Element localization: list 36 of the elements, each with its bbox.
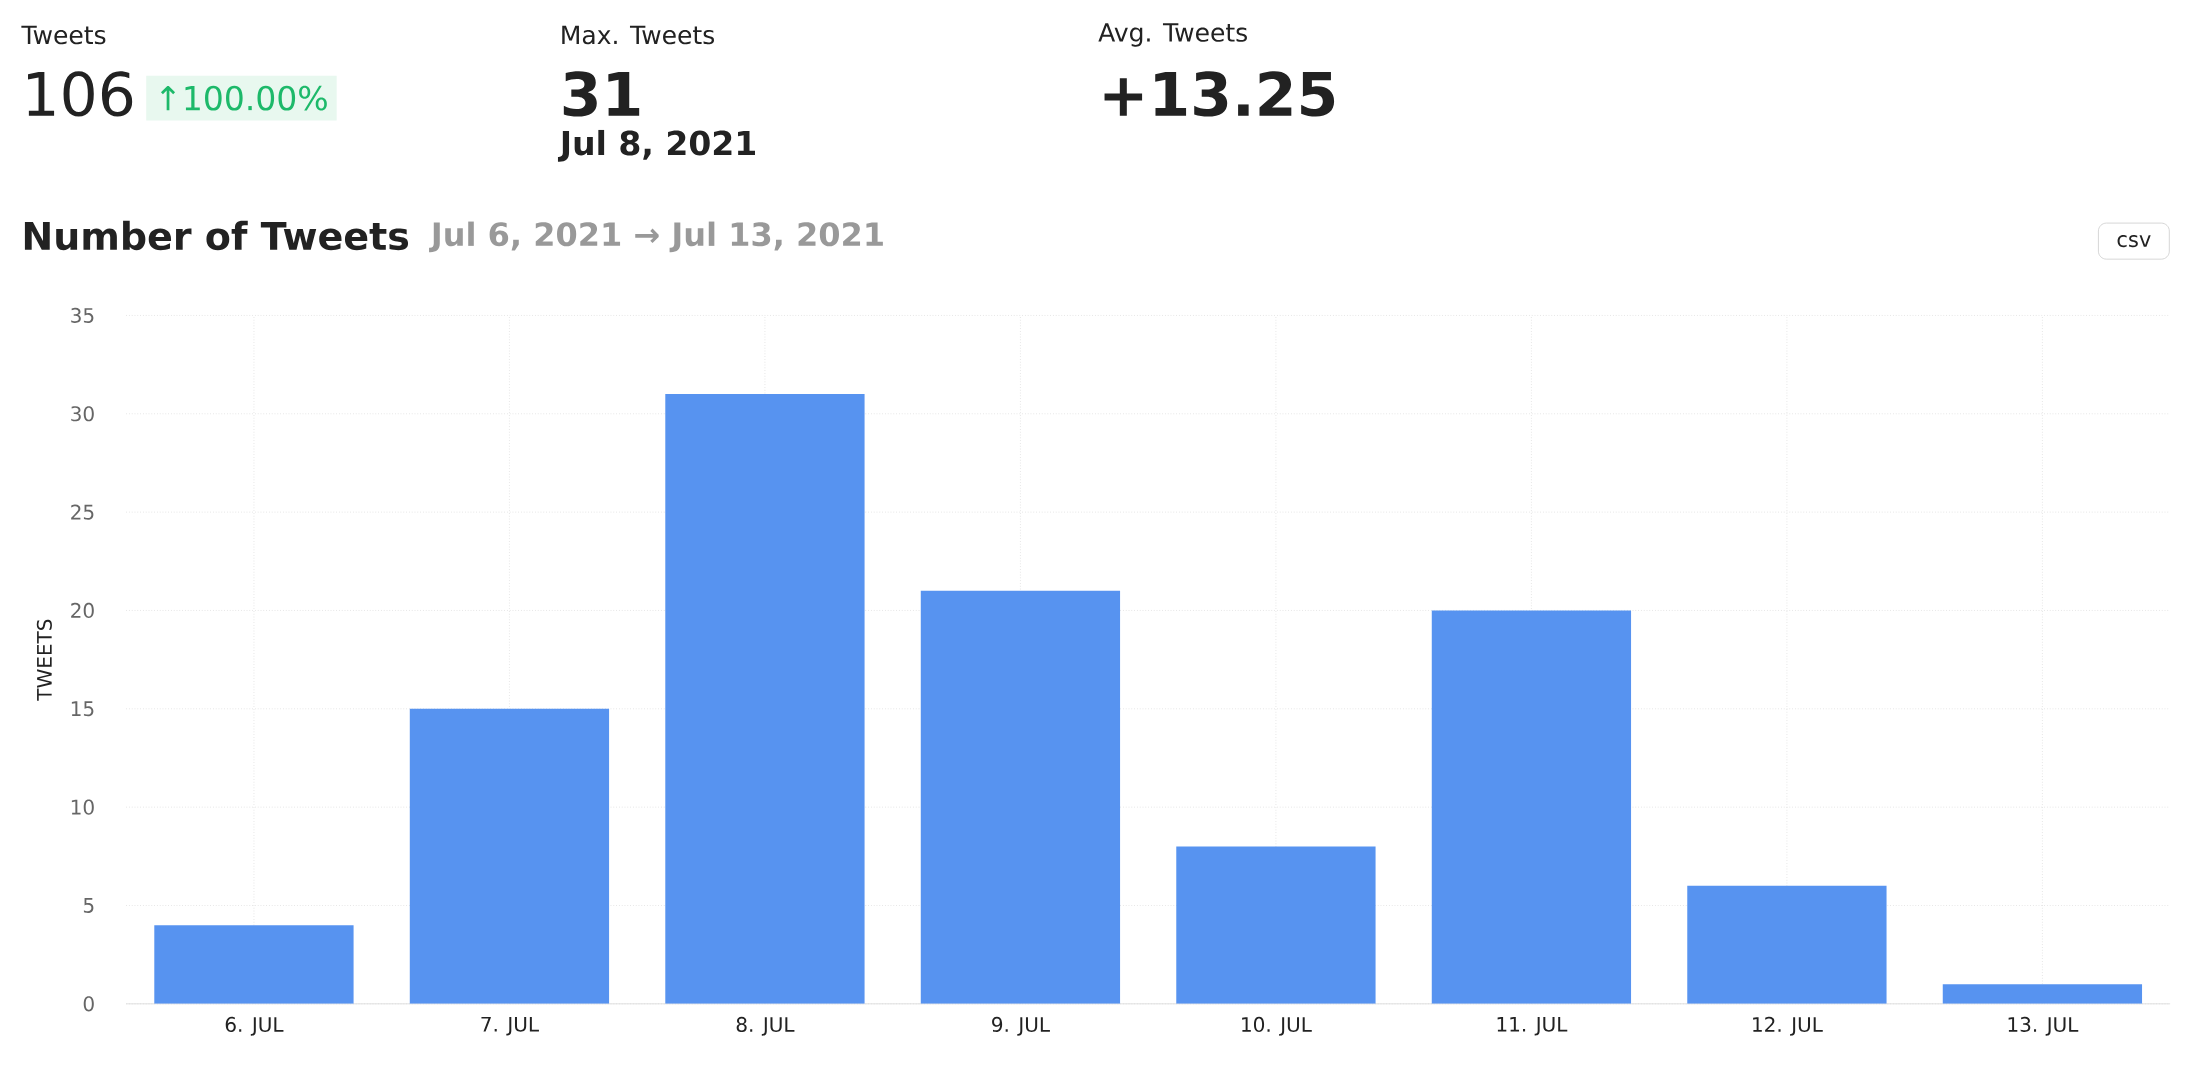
- y-axis-title: TWEETS: [36, 619, 52, 701]
- y-tick-label: 30: [71, 406, 94, 422]
- chart-subtitle: Jul 6, 2021 → Jul 13, 2021: [429, 221, 883, 253]
- y-tick-label: 0: [83, 996, 94, 1012]
- y-tick-label: 5: [83, 898, 94, 913]
- y-tick-label: 25: [71, 504, 94, 520]
- x-tick-label: 10. JUL: [1242, 1016, 1312, 1036]
- y-tick-label: 35: [71, 307, 94, 323]
- x-tick-label: 12. JUL: [1753, 1016, 1823, 1036]
- bar: [665, 394, 865, 1004]
- bar: [1942, 984, 2143, 1004]
- bar: [154, 925, 354, 1004]
- bar: [920, 590, 1121, 1004]
- x-tick-label: 11. JUL: [1497, 1016, 1568, 1036]
- bar: [1687, 885, 1887, 1004]
- text: ↑100.00%: [160, 85, 327, 111]
- x-tick-label: 7. JUL: [481, 1016, 539, 1036]
- x-tick-label: 9. JUL: [992, 1016, 1050, 1036]
- text: Avg. Tweets: [1098, 23, 1247, 47]
- text: Max. Tweets: [562, 25, 715, 45]
- bar: [1431, 610, 1632, 1004]
- y-tick-label: 15: [71, 701, 94, 717]
- x-tick-label: 8. JUL: [736, 1016, 795, 1036]
- bar: [1176, 846, 1376, 1004]
- text: +13.25: [1104, 71, 1335, 117]
- bar: [409, 708, 610, 1004]
- text: 106: [28, 71, 133, 117]
- chart-title: Number of Tweets: [24, 220, 409, 251]
- text: Jul 8, 2021: [557, 129, 755, 162]
- text: 31: [563, 71, 640, 117]
- text: csv: [2117, 235, 2151, 248]
- x-tick-label: 13. JUL: [2008, 1016, 2079, 1036]
- y-tick-label: 20: [71, 602, 94, 619]
- y-tick-label: 10: [71, 799, 94, 815]
- text: Tweets: [21, 25, 106, 45]
- x-tick-label: 6. JUL: [225, 1016, 284, 1036]
